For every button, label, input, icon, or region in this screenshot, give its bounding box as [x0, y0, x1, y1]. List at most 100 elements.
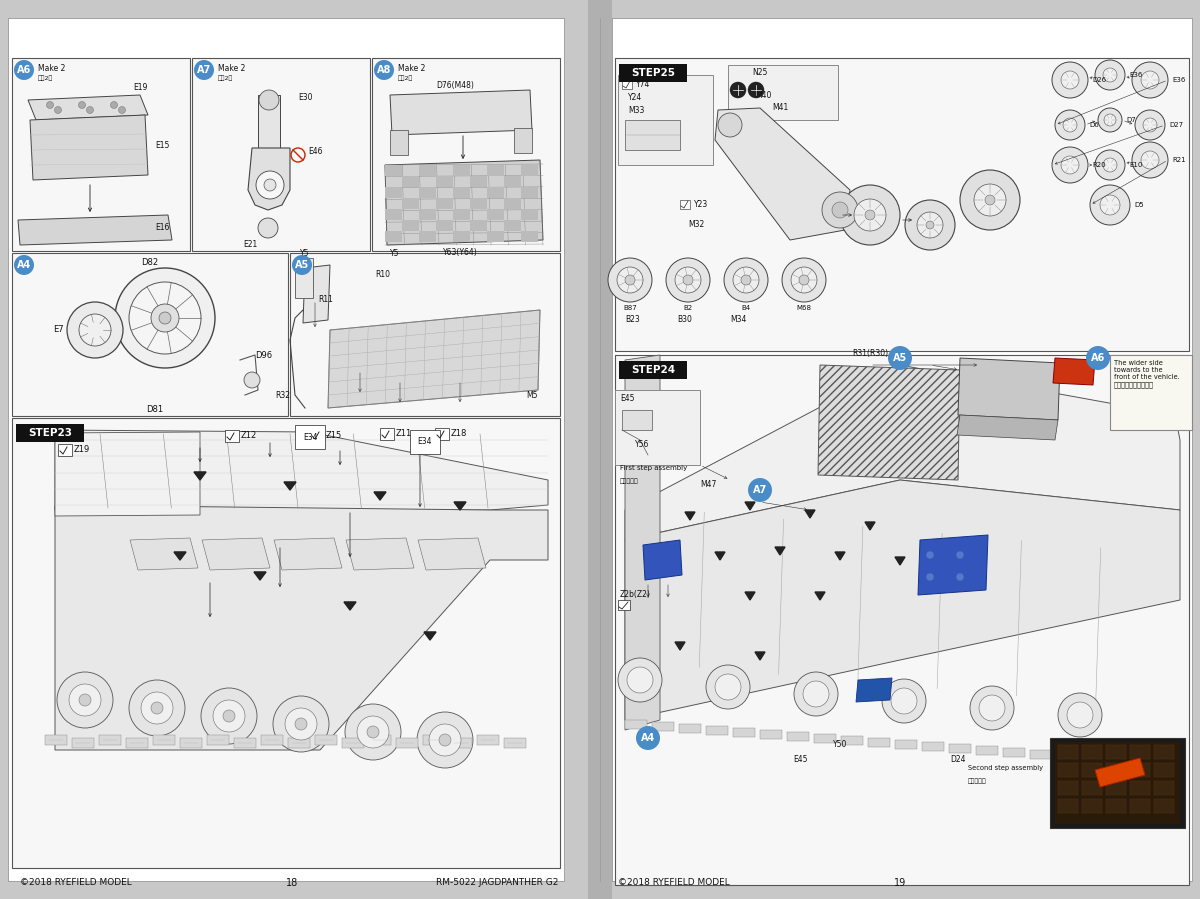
Circle shape	[926, 573, 934, 581]
Polygon shape	[958, 358, 1060, 420]
Text: Z12: Z12	[241, 432, 257, 441]
Circle shape	[70, 684, 101, 716]
Bar	[1084, 754, 1106, 763]
Bar	[612, 18, 1192, 881]
Bar	[295, 258, 313, 298]
Circle shape	[926, 221, 934, 229]
Circle shape	[970, 686, 1014, 730]
Text: RM-5022 JAGDPANTHER G2: RM-5022 JAGDPANTHER G2	[436, 878, 558, 887]
Bar	[46, 735, 67, 745]
Text: Y63(Y64): Y63(Y64)	[443, 248, 478, 257]
Circle shape	[194, 60, 214, 80]
Bar	[787, 732, 809, 741]
Text: ©2018 RYEFIELD MODEL: ©2018 RYEFIELD MODEL	[20, 878, 132, 887]
Polygon shape	[805, 510, 815, 518]
Circle shape	[715, 674, 742, 700]
Bar	[1058, 763, 1078, 777]
Bar	[478, 735, 499, 745]
Bar	[1130, 763, 1150, 777]
Circle shape	[292, 255, 312, 275]
Text: A5: A5	[295, 260, 310, 270]
Text: STEP24: STEP24	[631, 365, 676, 375]
Text: Make 2: Make 2	[398, 64, 425, 73]
Bar	[588, 0, 612, 899]
Text: D5: D5	[1134, 202, 1144, 208]
Bar	[521, 209, 538, 220]
Text: D76(M48): D76(M48)	[436, 81, 474, 90]
Circle shape	[890, 688, 917, 714]
Bar	[1154, 799, 1174, 813]
Bar	[380, 428, 394, 440]
Text: M47: M47	[700, 480, 716, 489]
Text: M34: M34	[730, 315, 746, 324]
Text: STEP23: STEP23	[28, 428, 72, 438]
Bar	[402, 220, 419, 231]
Polygon shape	[30, 115, 148, 180]
Circle shape	[259, 90, 278, 110]
Bar	[454, 187, 470, 198]
Text: M33: M33	[628, 106, 644, 115]
Circle shape	[748, 82, 764, 98]
Circle shape	[1098, 108, 1122, 132]
Circle shape	[115, 268, 215, 368]
Text: M32: M32	[688, 220, 704, 229]
Polygon shape	[818, 365, 960, 480]
Circle shape	[130, 282, 202, 354]
Polygon shape	[418, 538, 486, 570]
Polygon shape	[55, 430, 548, 510]
Polygon shape	[55, 432, 200, 516]
Text: Y23: Y23	[694, 200, 708, 209]
Text: Y74: Y74	[636, 80, 650, 89]
Bar	[402, 198, 419, 209]
Text: N25: N25	[752, 68, 768, 77]
Bar	[949, 744, 971, 753]
Bar	[1057, 752, 1079, 761]
Bar	[370, 735, 391, 745]
Polygon shape	[1054, 358, 1096, 385]
Circle shape	[730, 82, 746, 98]
Bar	[372, 58, 560, 251]
Circle shape	[742, 275, 751, 285]
Circle shape	[1086, 346, 1110, 370]
Circle shape	[439, 734, 451, 746]
Bar	[514, 128, 532, 153]
Bar	[1154, 745, 1174, 759]
Bar	[1110, 355, 1192, 430]
Bar	[622, 410, 652, 430]
Polygon shape	[454, 502, 466, 510]
Circle shape	[78, 102, 85, 109]
Circle shape	[1141, 71, 1159, 89]
Text: A4: A4	[17, 260, 31, 270]
Bar	[470, 220, 487, 231]
Bar	[424, 735, 445, 745]
Circle shape	[86, 106, 94, 113]
Text: Z2b(Z2): Z2b(Z2)	[620, 590, 650, 599]
Circle shape	[974, 184, 1006, 216]
Bar	[454, 165, 470, 176]
Circle shape	[674, 267, 701, 293]
Bar	[814, 734, 836, 743]
Circle shape	[1104, 114, 1116, 126]
Text: R10: R10	[374, 270, 390, 279]
Polygon shape	[202, 538, 270, 570]
Bar	[976, 746, 998, 755]
Circle shape	[718, 113, 742, 137]
Polygon shape	[715, 108, 850, 240]
Circle shape	[706, 665, 750, 709]
Bar	[8, 18, 564, 881]
Bar	[385, 209, 402, 220]
Text: 19: 19	[894, 878, 906, 888]
Circle shape	[1067, 702, 1093, 728]
Bar	[841, 736, 863, 745]
Bar	[504, 738, 526, 748]
Circle shape	[979, 695, 1006, 721]
Circle shape	[956, 551, 964, 559]
Bar	[504, 198, 521, 209]
Polygon shape	[346, 538, 414, 570]
Bar	[390, 130, 408, 155]
Bar	[1154, 781, 1174, 795]
Text: E19: E19	[133, 83, 148, 92]
Polygon shape	[685, 512, 695, 520]
Bar	[868, 738, 890, 747]
Text: B87: B87	[623, 305, 637, 311]
